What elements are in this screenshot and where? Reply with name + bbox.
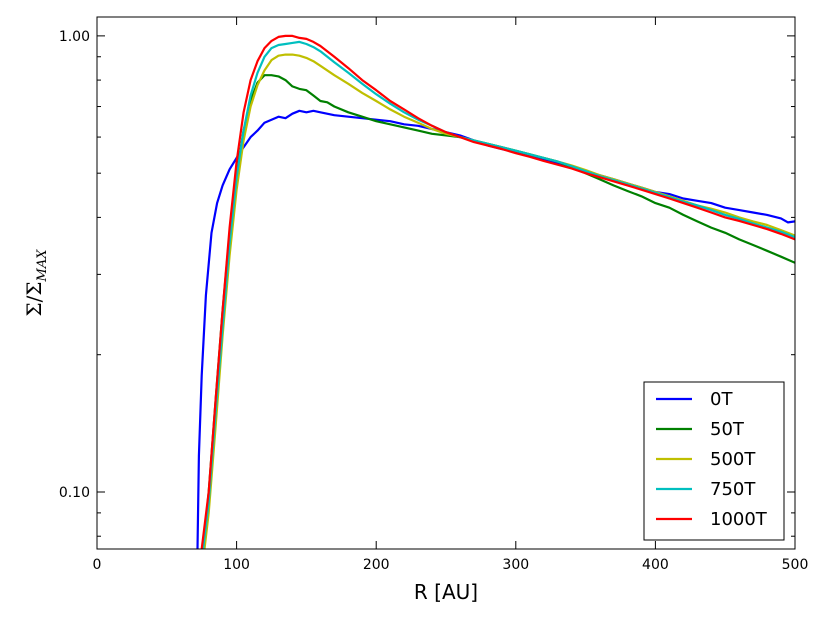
tick-layer: 0 100 200 300 400 500 0.10 1.00 xyxy=(59,17,809,573)
series-line-0t xyxy=(196,109,795,549)
plot-frame xyxy=(96,16,796,550)
series-line-1000t xyxy=(200,34,795,549)
legend-entry-label: 750T xyxy=(710,479,756,500)
x-axis-label: R [AU] xyxy=(414,580,478,604)
x-tick-label: 0 xyxy=(93,557,102,573)
y-tick-label: 0.10 xyxy=(59,485,90,501)
legend-entry-label: 500T xyxy=(710,449,756,470)
x-tick-label: 500 xyxy=(782,557,809,573)
x-tick-label: 100 xyxy=(223,557,250,573)
legend-box xyxy=(643,381,785,541)
series-layer xyxy=(196,34,795,549)
y-tick-label: 1.00 xyxy=(59,29,90,45)
legend-entry-label: 50T xyxy=(710,419,745,440)
x-tick-label: 300 xyxy=(502,557,529,573)
y-axis-label-base: Σ/Σ xyxy=(22,281,46,316)
legend: 0T 50T 500T 750T 1000T xyxy=(643,381,785,541)
y-axis-label: Σ/ΣMAX xyxy=(22,249,50,317)
x-tick-label: 400 xyxy=(642,557,669,573)
legend-entry-label: 1000T xyxy=(710,509,768,530)
legend-entry-label: 0T xyxy=(710,389,733,410)
x-tick-label: 200 xyxy=(363,557,390,573)
y-axis-label-subscript: MAX xyxy=(35,249,50,283)
